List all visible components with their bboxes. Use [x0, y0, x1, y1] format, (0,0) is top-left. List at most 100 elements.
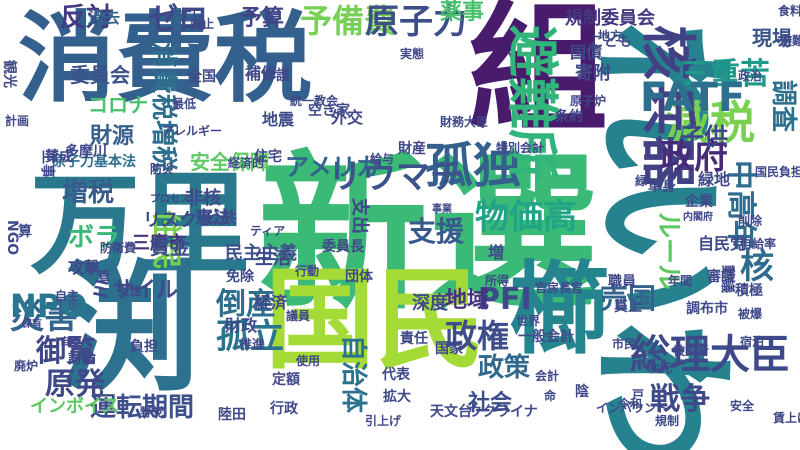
word-96: 天文台	[430, 404, 472, 420]
word-72: 補修	[245, 64, 278, 83]
word-24: アメリカ	[285, 153, 380, 181]
word-18: 薬事	[440, 0, 485, 25]
word-129: テロ	[180, 6, 205, 20]
word-139: 特別会計	[496, 141, 545, 155]
word-37: 災害	[10, 297, 78, 337]
word-11: 避難所	[501, 25, 561, 182]
word-138: 財産	[398, 141, 426, 157]
word-80: 生活	[255, 248, 291, 269]
word-164: 会計	[535, 369, 560, 383]
word-142: 国民負担	[755, 165, 800, 179]
word-103: 陸田	[218, 407, 246, 423]
word-116: 世界	[516, 314, 541, 328]
word-6: 国民	[265, 256, 485, 384]
word-60: インボイス	[30, 396, 120, 417]
word-149: アレルギー	[162, 124, 223, 138]
word-117: 陰	[575, 384, 589, 400]
word-68: 公共	[205, 208, 238, 227]
word-57: 地域	[445, 288, 490, 313]
word-89: 調布市	[686, 301, 728, 317]
word-102: 賃上げ	[773, 411, 800, 425]
word-73: 国債	[570, 43, 603, 62]
word-78: 経済	[255, 293, 288, 312]
word-34: 自治体	[338, 335, 368, 414]
word-161: 緑	[635, 174, 648, 188]
word-19: 規制委員会	[565, 8, 655, 29]
word-38: NPO	[10, 287, 88, 325]
word-159: 自給率	[740, 237, 777, 251]
word-137: 給与	[370, 152, 395, 166]
word-9: 減税	[665, 96, 756, 149]
word-64: 民主主義	[225, 243, 297, 264]
word-20: 三重苦	[680, 57, 770, 92]
word-53: 安全保障	[190, 150, 270, 174]
word-55: コロナ	[88, 93, 148, 117]
word-121: 自助	[60, 337, 80, 348]
word-40: 孤立	[216, 317, 284, 357]
word-79: 財政	[225, 316, 258, 335]
word-23: リウマチ	[328, 157, 464, 197]
word-91: 代表	[382, 367, 410, 383]
word-27: 増税	[62, 178, 115, 208]
word-90: 一般会計	[518, 329, 574, 345]
word-134: 空き家	[308, 103, 350, 119]
word-123: 野党	[140, 405, 165, 419]
word-17: 過去	[88, 8, 121, 27]
word-87: 市民	[612, 337, 637, 351]
word-36: 御覧	[36, 334, 96, 369]
word-21: FATF	[640, 75, 746, 121]
word-31: 社会	[468, 391, 513, 416]
word-93: 責任	[400, 331, 428, 347]
word-155: 自主	[55, 289, 80, 303]
word-56: 委員会	[70, 63, 130, 87]
word-13: 原子力	[365, 2, 467, 42]
word-170: 計画	[5, 114, 30, 128]
word-163: 原子炉	[570, 94, 607, 108]
word-95: 引上げ	[365, 414, 402, 428]
word-85: 職員	[608, 274, 636, 290]
word-94: 行政	[270, 401, 298, 417]
word-58: 深度	[412, 293, 448, 314]
word-75: 住宅	[254, 149, 282, 165]
word-166: 戸	[632, 388, 645, 402]
word-48: 子供	[680, 123, 728, 151]
word-15: ゼロ	[148, 2, 208, 37]
word-82: 団体	[345, 269, 373, 285]
word-69: 非核	[185, 188, 221, 209]
word-143: 食料	[778, 4, 800, 18]
word-67: リスク	[143, 210, 197, 231]
word-43: 物価高	[475, 197, 577, 237]
word-61: 攻撃	[68, 258, 101, 277]
word-33: 政権	[445, 317, 510, 355]
word-108: 女性	[118, 284, 143, 298]
word-2: 組	[468, 0, 609, 151]
word-14: 反対	[60, 3, 113, 33]
word-1: 消費税	[18, 2, 313, 116]
word-126: 工事	[39, 150, 55, 178]
word-150: 防災	[150, 162, 175, 176]
word-97: ウクライナ	[468, 404, 538, 420]
word-158: プロセス	[150, 194, 190, 205]
word-120: 推進	[240, 337, 265, 351]
word-84: 官房長官	[535, 281, 584, 295]
word-168: 審議	[707, 269, 735, 285]
word-54: 原子力基本法	[52, 154, 136, 170]
word-65: 賃金	[150, 235, 190, 259]
word-112: 宿泊	[740, 335, 765, 349]
word-125: 賛成	[45, 149, 73, 165]
word-35: 原発	[45, 367, 105, 402]
word-83: 所得	[485, 274, 510, 288]
word-160: 企業	[685, 194, 713, 210]
word-106: 負担	[130, 339, 158, 355]
word-118: 使用	[296, 354, 321, 368]
word-105: 定額	[272, 372, 300, 388]
word-146: 全国	[188, 69, 216, 85]
word-144: 避難	[780, 34, 800, 48]
word-30: 戦争	[650, 382, 710, 417]
word-111: 削除	[738, 214, 763, 228]
word-39: 運転期間	[90, 393, 195, 423]
word-127: 多摩川	[65, 144, 107, 160]
word-128: 算	[18, 224, 32, 240]
word-42: PFI	[478, 282, 532, 317]
